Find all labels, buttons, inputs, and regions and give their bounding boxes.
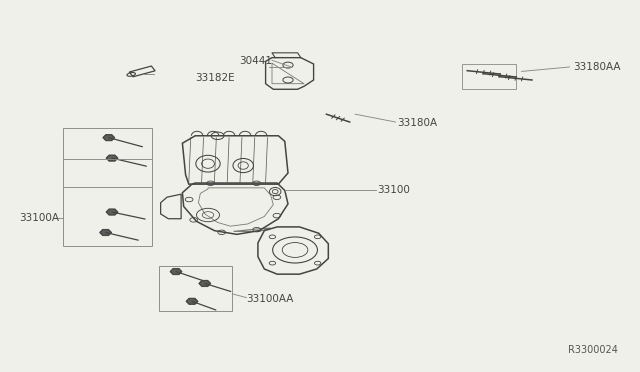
- Polygon shape: [106, 209, 118, 215]
- Text: 33182E: 33182E: [195, 73, 235, 83]
- Text: 33100: 33100: [378, 185, 410, 195]
- Text: R3300024: R3300024: [568, 345, 618, 355]
- Text: 33100A: 33100A: [19, 213, 60, 222]
- Polygon shape: [186, 298, 198, 304]
- Text: 30441: 30441: [239, 57, 272, 66]
- Polygon shape: [170, 269, 182, 275]
- Polygon shape: [199, 280, 211, 286]
- Polygon shape: [103, 135, 115, 141]
- Polygon shape: [106, 155, 118, 161]
- Text: 33180A: 33180A: [397, 118, 437, 128]
- Polygon shape: [100, 230, 111, 235]
- Text: 33180AA: 33180AA: [573, 62, 620, 72]
- Text: 33100AA: 33100AA: [246, 295, 294, 304]
